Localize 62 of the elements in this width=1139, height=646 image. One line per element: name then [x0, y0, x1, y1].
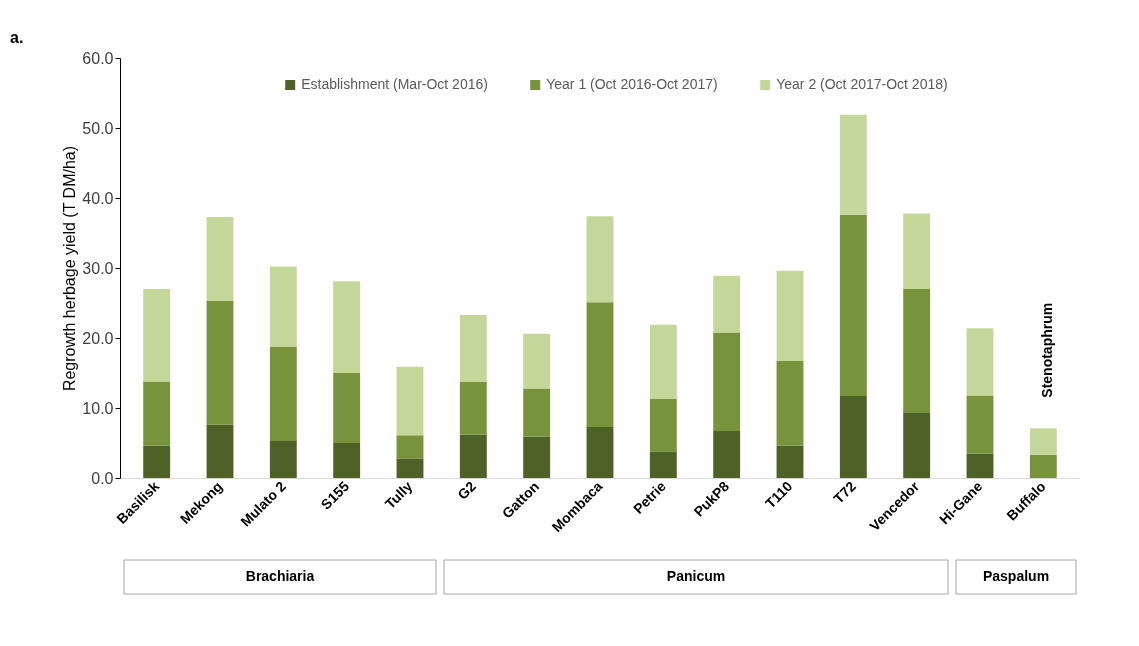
- y-tick-label: 60.0: [82, 49, 114, 67]
- text: a.: [10, 29, 24, 46]
- bar: [523, 388, 551, 437]
- bar: [966, 328, 994, 396]
- annotation: Stenotaphrum: [1039, 302, 1055, 398]
- x-tick-label: T72: [830, 477, 859, 507]
- bar: [713, 275, 741, 333]
- bar: [206, 216, 234, 301]
- text: Panicum: [666, 568, 726, 584]
- bar: [839, 214, 867, 397]
- bar: [839, 396, 867, 478]
- bar: [903, 412, 931, 478]
- bar: [459, 382, 487, 435]
- bar: [459, 314, 487, 383]
- bar: [776, 361, 804, 446]
- bar: [396, 435, 424, 459]
- y-tick-label: 0.0: [91, 469, 114, 487]
- y-axis-title: Regrowth herbage yield (T DM/ha): [61, 145, 79, 392]
- bar: [586, 216, 614, 303]
- bar: [206, 300, 234, 425]
- legend-label: Establishment (Mar-Oct 2016): [301, 76, 488, 92]
- bar: [1029, 454, 1057, 478]
- bar: [776, 445, 804, 478]
- bar: [649, 451, 677, 478]
- bar: [586, 302, 614, 427]
- bar: [523, 333, 551, 389]
- bar: [143, 381, 171, 446]
- bar: [903, 289, 931, 413]
- bar: [206, 424, 234, 478]
- y-tick-label: 50.0: [82, 119, 114, 137]
- bar: [269, 266, 297, 347]
- bar: [586, 426, 614, 478]
- bar: [396, 458, 424, 478]
- bar: [396, 366, 424, 436]
- bar: [523, 436, 551, 478]
- x-tick-label: G2: [454, 477, 479, 503]
- y-tick-label: 40.0: [82, 189, 114, 207]
- bar: [966, 453, 994, 478]
- bar: [459, 434, 487, 478]
- y-tick-label: 30.0: [82, 259, 114, 277]
- legend-label: Year 1 (Oct 2016-Oct 2017): [546, 76, 718, 92]
- bar: [713, 431, 741, 478]
- bar: [333, 373, 361, 443]
- bar: [269, 346, 297, 441]
- bar: [143, 289, 171, 382]
- bar: [143, 445, 171, 478]
- text: Paspalum: [982, 568, 1050, 584]
- text: Brachiaria: [245, 568, 315, 584]
- y-tick-label: 10.0: [82, 399, 114, 417]
- bar: [1029, 428, 1057, 455]
- bar: [903, 213, 931, 289]
- bar: [269, 440, 297, 478]
- bar: [713, 332, 741, 432]
- bar: [966, 395, 994, 454]
- bar: [776, 270, 804, 362]
- bar: [333, 443, 361, 478]
- y-tick-label: 20.0: [82, 329, 114, 347]
- bar: [649, 324, 677, 399]
- bar: [649, 398, 677, 452]
- bar: [333, 281, 361, 373]
- bar: [839, 114, 867, 215]
- legend-label: Year 2 (Oct 2017-Oct 2018): [776, 76, 948, 92]
